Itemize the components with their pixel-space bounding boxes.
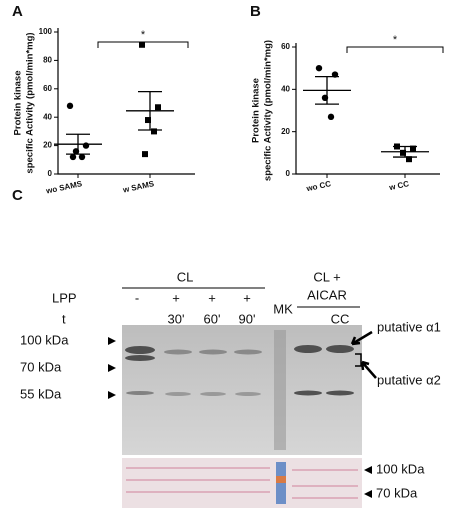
data-point [142,151,148,158]
blot-image [108,287,377,508]
size-label: 100 kDa [376,461,425,476]
x-tick-label: wo CC [305,179,332,193]
data-point [155,104,161,111]
y-axis-label: specific Activity (pmol/min*mg) [25,32,36,173]
significance-bracket [346,46,444,53]
y-tick-label: 0 [48,169,53,178]
y-tick-label: 100 [39,27,53,36]
lane-label: - [135,290,139,305]
group-label: AICAR [307,287,347,302]
lane-label: CC [331,311,350,326]
significance-label: * [393,34,398,46]
error-bar [66,133,90,155]
data-point [145,117,151,124]
group-label: CL + [313,269,340,284]
data-point [78,153,86,161]
lane-label: + [208,290,216,305]
data-point [66,102,74,110]
error-bar [393,145,417,158]
data-point [315,64,323,72]
x-tick-label: wo SAMS [44,179,83,196]
error-bar [138,90,162,131]
lane-label: + [243,290,251,305]
annotation: putative α1 [377,319,441,334]
panel-letter: A [12,3,23,20]
data-point [82,142,90,149]
axis [295,43,440,175]
data-point [139,41,145,48]
size-label: 100 kDa [20,332,69,347]
lane-label: 90' [239,311,256,326]
data-point [327,113,335,121]
x-tick-label: w CC [387,179,410,192]
y-tick-label: 20 [43,141,52,150]
y-tick-label: 60 [281,42,290,51]
lane-label: MK [273,301,293,316]
lane-label: 30' [168,311,185,326]
y-tick-label: 0 [286,169,291,178]
y-axis-label: Protein kinase [251,78,262,143]
data-point [151,128,157,135]
significance-label: * [141,29,146,41]
size-label: 70 kDa [376,485,418,500]
row-label: t [62,311,66,326]
y-axis-label: specific Activity (pmol/min*mg) [263,40,274,181]
data-point [406,156,412,163]
y-tick-label: 60 [43,84,52,93]
row-label: LPP [52,290,77,305]
error-bar [315,75,339,105]
size-label: 70 kDa [20,359,62,374]
panel-letter: C [12,187,23,204]
data-point [69,153,77,161]
panel-letter: B [250,3,261,20]
y-tick-label: 40 [43,112,52,121]
y-axis-label: Protein kinase [13,71,24,136]
significance-bracket [97,41,189,48]
lane-label: 60' [204,311,221,326]
annotation: putative α2 [377,372,441,387]
y-tick-label: 40 [281,84,290,93]
size-label: 55 kDa [20,386,62,401]
data-point [400,149,406,156]
group-label: CL [177,269,194,284]
lane-label: + [172,290,180,305]
y-tick-label: 80 [43,56,52,65]
data-point [410,145,416,152]
x-tick-label: w SAMS [121,179,155,195]
y-tick-label: 20 [281,127,290,136]
